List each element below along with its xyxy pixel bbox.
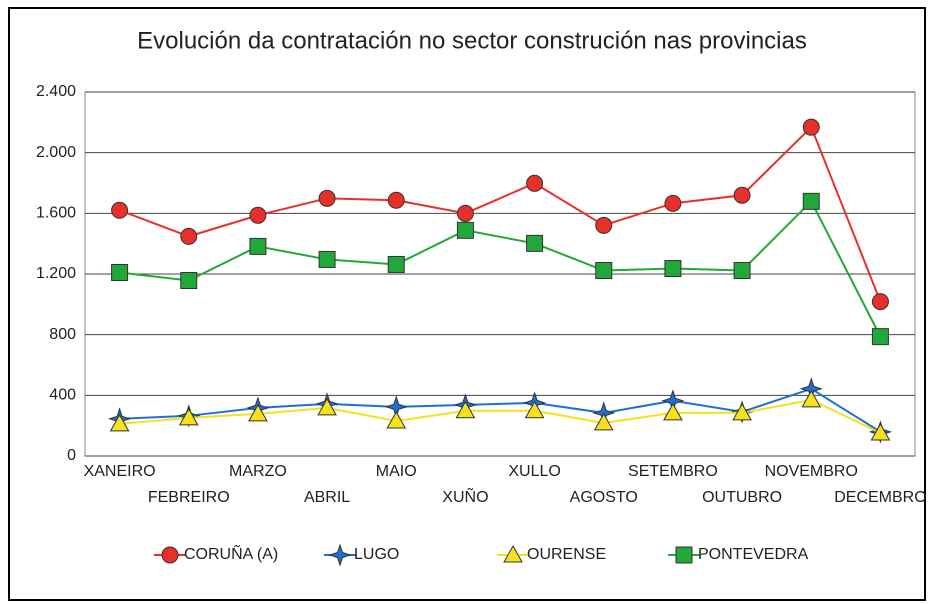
x-tick-label: XUÑO xyxy=(442,486,488,506)
data-point xyxy=(456,221,474,239)
series-line xyxy=(119,199,882,338)
legend-marker xyxy=(503,544,523,563)
data-point xyxy=(733,262,751,280)
chart-title: Evolución da contratación no sector cons… xyxy=(137,27,807,54)
x-tick-label: XULLO xyxy=(508,463,560,480)
data-point xyxy=(733,186,751,204)
x-tick-label: AGOSTO xyxy=(570,489,638,506)
data-point xyxy=(802,192,820,210)
data-point xyxy=(802,118,820,136)
x-tick-label: NOVEMBRO xyxy=(765,463,858,480)
data-point xyxy=(870,422,891,441)
legend-marker xyxy=(161,546,179,564)
x-tick-label: XANEIRO xyxy=(84,463,156,480)
legend-label: OURENSE xyxy=(527,546,606,563)
y-tick-label: 2.000 xyxy=(36,144,76,161)
x-tick-label: SETEMBRO xyxy=(628,463,718,480)
y-tick-label: 0 xyxy=(67,447,76,464)
legend-marker xyxy=(675,546,693,564)
data-point xyxy=(524,400,545,419)
data-point xyxy=(386,410,407,429)
series-line xyxy=(119,398,881,434)
data-point xyxy=(455,400,476,419)
data-point xyxy=(180,272,198,290)
series-line xyxy=(119,125,882,302)
data-point xyxy=(663,402,683,421)
y-tick-label: 1.200 xyxy=(36,265,76,282)
y-tick-label: 800 xyxy=(49,326,76,343)
legend-label: PONTEVEDRA xyxy=(698,546,809,563)
data-point xyxy=(248,403,268,422)
data-point xyxy=(526,234,544,252)
data-point xyxy=(109,413,130,432)
data-point xyxy=(801,389,822,408)
data-point xyxy=(593,412,614,431)
y-tick-label: 1.600 xyxy=(36,205,76,222)
data-point xyxy=(664,260,682,278)
legend-marker xyxy=(328,543,352,567)
series-line xyxy=(119,387,881,433)
data-point xyxy=(664,194,682,212)
x-tick-label: MAIO xyxy=(376,463,417,480)
data-point xyxy=(595,262,613,280)
data-point xyxy=(111,263,129,281)
x-tick-label: OUTUBRO xyxy=(702,489,782,506)
legend-label: LUGO xyxy=(354,546,399,563)
data-point xyxy=(732,402,752,421)
data-point xyxy=(456,204,474,222)
data-point xyxy=(180,227,198,245)
data-point xyxy=(317,397,337,416)
data-point xyxy=(318,189,336,207)
chart-frame xyxy=(8,7,926,601)
data-point xyxy=(318,250,336,268)
data-point xyxy=(249,237,267,255)
x-tick-label: ABRIL xyxy=(304,489,350,506)
legend-label: CORUÑA (A) xyxy=(184,543,278,563)
x-tick-label: MARZO xyxy=(229,463,287,480)
data-point xyxy=(526,174,544,192)
data-point xyxy=(595,216,613,234)
data-point xyxy=(871,328,889,346)
y-tick-label: 2.400 xyxy=(36,83,76,100)
x-tick-label: DECEMBRO xyxy=(834,489,926,506)
y-tick-label: 400 xyxy=(49,387,76,404)
data-point xyxy=(387,255,405,273)
data-point xyxy=(871,293,889,311)
data-point xyxy=(178,407,199,426)
data-point xyxy=(249,206,267,224)
data-point xyxy=(111,201,129,219)
data-point xyxy=(387,191,405,209)
x-tick-label: FEBREIRO xyxy=(148,489,230,506)
